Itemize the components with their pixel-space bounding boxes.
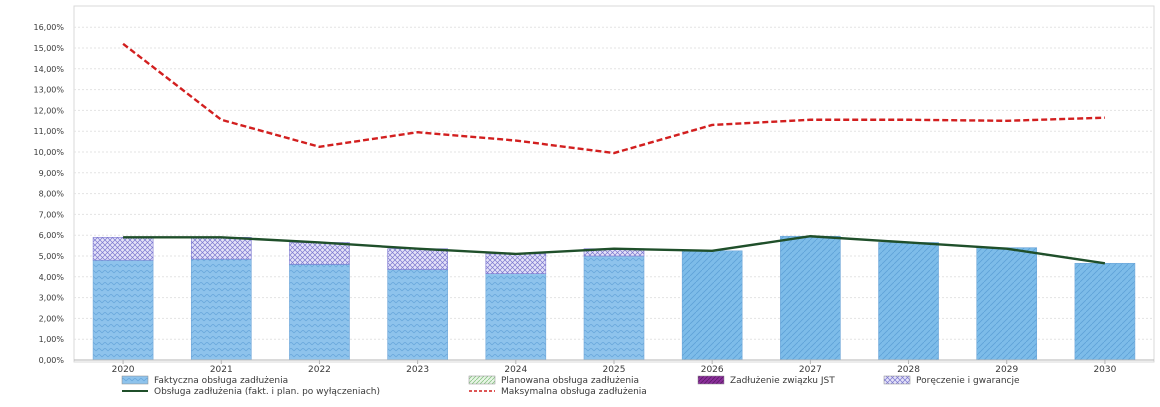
y-tick-label: 1,00% — [39, 335, 65, 344]
legend-swatch-zad-u-enie-zwi-zku-jst — [697, 375, 725, 385]
bar-por-czenie-i-gwarancje-2020 — [92, 236, 154, 261]
bar-planowana-obs-uga-zad-u-enia-2026 — [681, 250, 743, 361]
legend-label-zad-u-enie-zwi-zku-jst: Zadłużenie związku JST — [730, 376, 835, 386]
x-tick-label: 2024 — [504, 365, 527, 375]
lines — [122, 42, 1106, 265]
y-tick-label: 16,00% — [33, 23, 64, 32]
line-max-debt-service — [122, 42, 1105, 155]
line-debt-service — [123, 235, 1106, 265]
grid — [74, 26, 1154, 340]
x-tick-label: 2028 — [897, 365, 920, 375]
x-tick-label: 2023 — [406, 365, 429, 375]
bar-por-czenie-i-gwarancje-2021 — [190, 236, 252, 260]
legend-label-planowana-obs-uga-zad-u-enia: Planowana obsługa zadłużenia — [501, 376, 639, 386]
legend-swatch-planowana-obs-uga-zad-u-enia — [468, 375, 496, 385]
y-tick-label: 11,00% — [33, 127, 64, 136]
bar-planowana-obs-uga-zad-u-enia-2030 — [1074, 262, 1136, 361]
y-tick-label: 15,00% — [33, 44, 64, 53]
y-tick-label: 3,00% — [39, 294, 65, 303]
y-tick-label: 9,00% — [39, 169, 65, 178]
legend-swatch-por-czenie-i-gwarancje — [883, 375, 911, 385]
bar-por-czenie-i-gwarancje-2023 — [387, 248, 448, 270]
legend-swatch-faktyczna-obs-uga-zad-u-enia — [121, 375, 149, 385]
bar-faktyczna-obs-uga-zad-u-enia-2020 — [92, 259, 154, 361]
y-tick-label: 14,00% — [33, 65, 64, 74]
bar-faktyczna-obs-uga-zad-u-enia-2023 — [387, 269, 448, 361]
bar-planowana-obs-uga-zad-u-enia-2029 — [976, 247, 1038, 361]
bars — [92, 235, 1136, 361]
x-tick-label: 2021 — [210, 365, 233, 375]
legend-label-maksymalna-obs-uga-zad-u-enia: Maksymalna obsługa zadłużenia — [501, 387, 647, 397]
x-tick-label: 2026 — [701, 365, 724, 375]
bar-faktyczna-obs-uga-zad-u-enia-2022 — [289, 264, 350, 361]
legend-label-faktyczna-obs-uga-zad-u-enia: Faktyczna obsługa zadłużenia — [154, 376, 288, 386]
x-tick-label: 2022 — [308, 365, 331, 375]
x-axis-ticks: 2020 2021 2022 2023 2024 2025 2026 2027 2028 2029… — [112, 360, 1117, 375]
y-tick-label: 0,00% — [39, 356, 65, 365]
bar-faktyczna-obs-uga-zad-u-enia-2021 — [190, 258, 252, 361]
y-axis-ticks: 0,00% 1,00% 2,00% 3,00% 4,00% 5,00% 6,00% 7,00%… — [33, 23, 64, 365]
bar-planowana-obs-uga-zad-u-enia-2027 — [780, 235, 841, 361]
bar-por-czenie-i-gwarancje-2024 — [485, 253, 547, 274]
x-tick-label: 2025 — [603, 365, 626, 375]
bar-faktyczna-obs-uga-zad-u-enia-2025 — [583, 255, 645, 361]
x-tick-label: 2020 — [112, 365, 135, 375]
y-tick-label: 6,00% — [39, 231, 65, 240]
y-tick-label: 8,00% — [39, 190, 65, 199]
y-tick-label: 10,00% — [33, 148, 64, 157]
y-tick-label: 7,00% — [39, 210, 65, 219]
legend: Faktyczna obsługa zadłużenia Planowana ob… — [121, 375, 1020, 397]
legend-label-obs-uga-zad-u-enia-fakt-i-plan-po-wy-czeniach-: Obsługa zadłużenia (fakt. i plan. po wył… — [154, 387, 380, 397]
x-tick-label: 2029 — [995, 365, 1018, 375]
x-tick-label: 2030 — [1093, 365, 1116, 375]
y-tick-label: 12,00% — [33, 106, 64, 115]
bar-faktyczna-obs-uga-zad-u-enia-2024 — [485, 273, 547, 361]
legend-label-por-czenie-i-gwarancje: Poręczenie i gwarancje — [916, 376, 1020, 386]
y-tick-label: 4,00% — [39, 273, 65, 282]
y-tick-label: 2,00% — [39, 314, 65, 323]
y-tick-label: 13,00% — [33, 86, 64, 95]
y-tick-label: 5,00% — [39, 252, 65, 261]
bar-por-czenie-i-gwarancje-2022 — [289, 242, 350, 265]
bar-planowana-obs-uga-zad-u-enia-2028 — [878, 242, 939, 361]
x-tick-label: 2027 — [799, 365, 822, 375]
